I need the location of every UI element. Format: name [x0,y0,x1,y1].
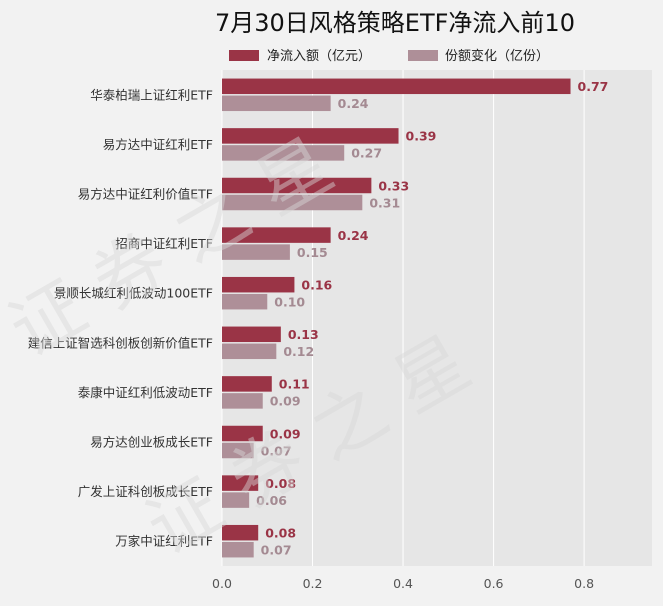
category-label: 泰康中证红利低波动ETF [78,385,213,400]
data-label-share-change: 0.10 [274,294,305,309]
chart-title: 7月30日风格策略ETF净流入前10 [215,9,575,37]
data-label-share-change: 0.24 [338,96,369,111]
x-tick-labels: 0.0 0.2 0.4 0.6 0.8 [212,576,594,591]
legend-swatch-share-change [408,50,438,61]
data-label-net-inflow: 0.11 [279,377,310,392]
bar-net-inflow [222,326,281,343]
data-label-share-change: 0.09 [270,394,301,409]
category-label: 万家中证红利ETF [115,534,213,549]
x-tick-label: 0.6 [484,576,504,591]
legend-swatch-net-inflow [229,50,259,61]
bar-net-inflow [222,425,263,442]
category-label: 招商中证红利ETF [115,236,213,251]
legend: 净流入额（亿元） 份额变化（亿份） [229,48,549,64]
data-label-share-change: 0.07 [261,443,292,458]
bar-net-inflow [222,475,259,491]
data-label-net-inflow: 0.77 [578,79,609,94]
data-label-net-inflow: 0.13 [288,327,319,342]
bar-share-change [222,541,254,558]
bar-share-change [222,95,331,112]
legend-label-share-change: 份额变化（亿份） [445,48,549,64]
bar-share-change [222,492,250,508]
data-label-net-inflow: 0.08 [265,525,296,540]
data-label-net-inflow: 0.39 [406,129,437,144]
category-label: 易方达创业板成长ETF [90,435,213,450]
data-label-share-change: 0.12 [283,344,314,359]
bar-net-inflow [222,524,259,541]
bar-net-inflow [222,276,295,293]
bar-share-change [222,343,277,360]
category-label: 广发上证科创板成长ETF [78,484,213,499]
bars: 0.77 0.24 0.39 0.27 0.33 0.31 0.24 0.15 0.16 0.10… [222,78,609,558]
data-label-net-inflow: 0.08 [265,476,296,491]
category-labels: 华泰柏瑞上证红利ETF 易方达中证红利ETF 易方达中证红利价值ETF 招商中证红利E… [28,87,213,548]
category-label: 建信上证智选科创板创新价值ETF [28,335,213,350]
data-label-share-change: 0.31 [369,195,400,210]
category-label: 景顺长城红利低波动100ETF [54,286,213,301]
category-label: 华泰柏瑞上证红利ETF [90,87,213,102]
bar-net-inflow [222,78,571,95]
bar-net-inflow [222,227,331,243]
bar-share-change [222,244,290,260]
x-tick-label: 0.4 [393,576,413,591]
data-label-share-change: 0.15 [297,245,328,260]
x-tick-label: 0.2 [303,576,323,591]
data-label-net-inflow: 0.09 [270,426,301,441]
data-label-share-change: 0.07 [261,542,292,557]
legend-label-net-inflow: 净流入额（亿元） [267,49,371,64]
category-label: 易方达中证红利ETF [103,137,213,152]
data-label-net-inflow: 0.16 [301,277,332,292]
x-tick-label: 0.8 [574,576,594,591]
x-tick-label: 0.0 [212,576,232,591]
bar-net-inflow [222,128,399,144]
category-label: 易方达中证红利价值ETF [78,187,213,202]
bar-share-change [222,442,254,459]
data-label-net-inflow: 0.24 [338,228,369,243]
bar-share-change [222,194,363,211]
bar-net-inflow [222,177,372,194]
bar-share-change [222,393,263,409]
data-label-share-change: 0.06 [256,493,287,508]
data-label-net-inflow: 0.33 [378,178,409,193]
bar-net-inflow [222,376,272,392]
bar-share-change [222,145,345,161]
data-label-share-change: 0.27 [351,146,382,161]
bar-share-change [222,293,268,310]
